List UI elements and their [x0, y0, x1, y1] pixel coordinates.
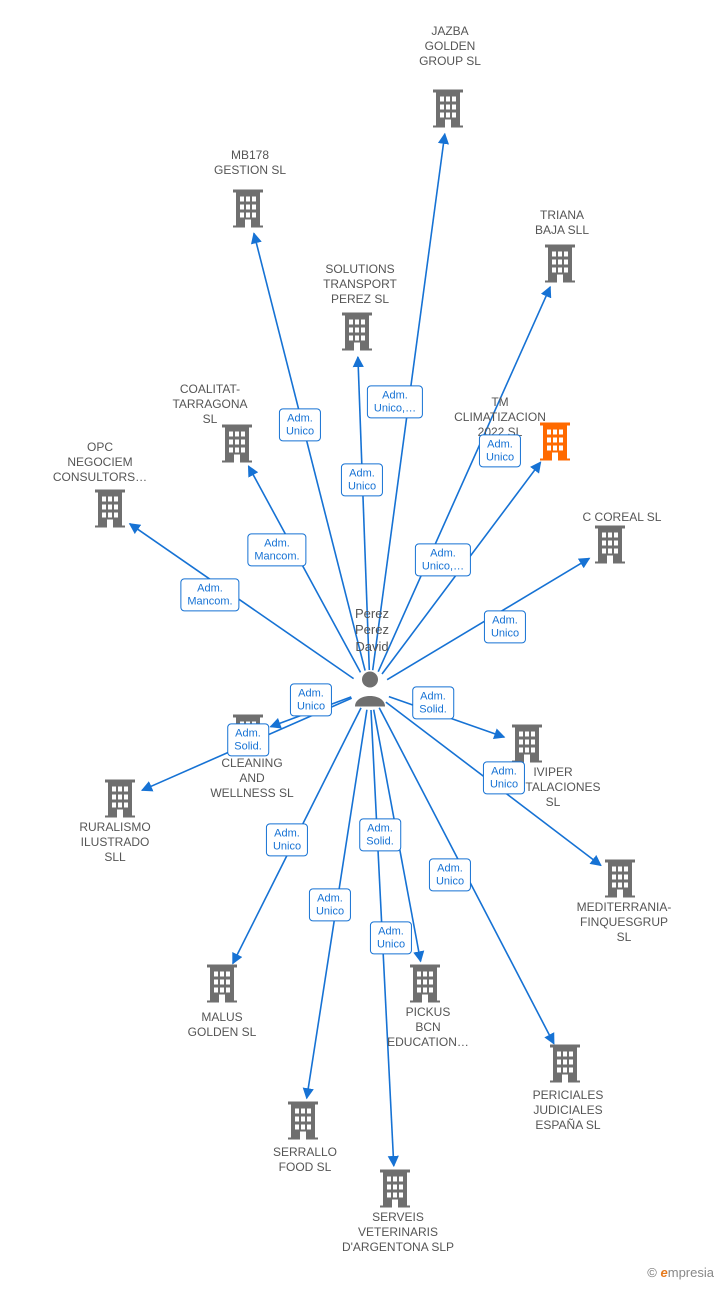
- company-node-medit: [603, 858, 637, 903]
- edge-to-opc: [130, 524, 354, 679]
- company-node-jazba: [431, 88, 465, 133]
- edge-to-serrallo: [307, 710, 367, 1099]
- company-node-ccoreal: [593, 524, 627, 569]
- edge-to-solutions: [358, 357, 369, 670]
- edge-to-triana: [378, 287, 550, 672]
- edge-to-mb178: [254, 233, 365, 670]
- company-node-cleaning: [231, 713, 265, 758]
- company-node-solutions: [340, 311, 374, 356]
- edge-to-ccoreal: [387, 558, 589, 679]
- company-node-opc: [93, 488, 127, 533]
- center-person-icon: [353, 669, 387, 712]
- company-node-serrallo: [286, 1100, 320, 1145]
- edge-to-serveis: [371, 710, 394, 1166]
- edge-to-tmclim: [382, 462, 541, 674]
- edge-to-coalitat: [249, 466, 361, 672]
- edge-to-jazba: [373, 134, 445, 670]
- company-node-mb178: [231, 188, 265, 233]
- brand-rest: mpresia: [668, 1265, 714, 1280]
- company-node-rural: [103, 778, 137, 823]
- company-node-peric: [548, 1043, 582, 1088]
- graph-edges: [0, 0, 728, 1290]
- edge-to-cleaning: [271, 697, 352, 727]
- brand-e: e: [661, 1265, 668, 1280]
- company-node-pickus: [408, 963, 442, 1008]
- company-node-iviper: [510, 723, 544, 768]
- company-node-tmclim: [538, 421, 572, 466]
- edge-to-pickus: [374, 710, 421, 962]
- company-node-coalitat: [220, 423, 254, 468]
- company-node-triana: [543, 243, 577, 288]
- company-node-serveis: [378, 1168, 412, 1213]
- company-node-malus: [205, 963, 239, 1008]
- footer-copyright: © empresia: [647, 1265, 714, 1280]
- copyright-symbol: ©: [647, 1265, 657, 1280]
